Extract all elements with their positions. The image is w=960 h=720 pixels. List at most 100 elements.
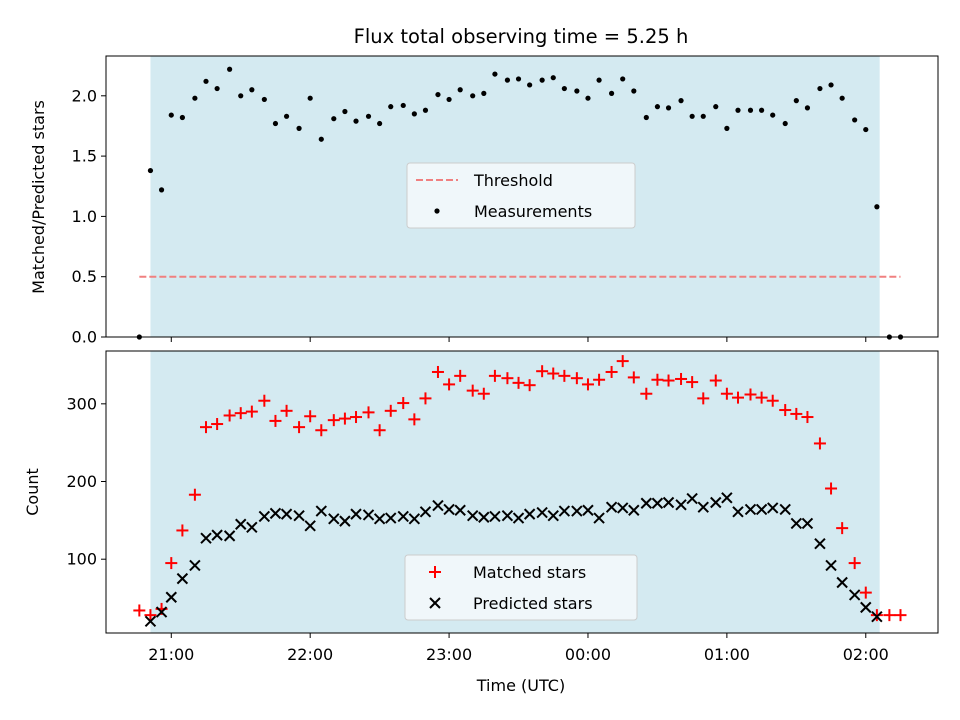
matched-star-point (419, 392, 432, 405)
measurement-point (411, 111, 417, 117)
measurement-point (261, 96, 267, 103)
legend-measurements-swatch (434, 208, 440, 214)
matched-star-point (315, 424, 328, 437)
predicted-star-point (501, 509, 514, 522)
predicted-star-point (304, 520, 316, 532)
predicted-star-point (246, 521, 258, 534)
y-tick-label: 200 (66, 472, 97, 491)
predicted-star-point (280, 508, 293, 520)
predicted-star-point (328, 513, 340, 525)
predicted-star-point (779, 503, 791, 516)
measurement-point (158, 187, 165, 193)
x-tick-label: 00:00 (565, 645, 611, 664)
ratio-plot-frame (105, 55, 939, 338)
predicted-star-point (419, 506, 432, 518)
measurement-point (249, 87, 255, 93)
predicted-stars-points (144, 492, 883, 628)
legend-matched-swatch (429, 566, 441, 578)
ratio-legend-box (406, 162, 636, 229)
predicted-star-point (651, 497, 664, 509)
predicted-star-point (616, 502, 629, 514)
predicted-star-point (489, 510, 501, 523)
measurement-point (839, 95, 845, 101)
legend-measurements-label: Measurements (474, 202, 592, 221)
measurement-point (852, 117, 858, 123)
matched-star-point (627, 371, 640, 384)
predicted-star-point (144, 615, 157, 628)
matched-star-point (605, 365, 618, 378)
matched-star-point (211, 418, 224, 431)
measurement-point (272, 120, 279, 127)
chart-title: Flux total observing time = 5.25 h (354, 25, 689, 48)
y-tick-label: 100 (66, 550, 97, 569)
measurement-point (817, 85, 823, 92)
matched-star-point (570, 372, 583, 385)
measurement-point (203, 78, 209, 84)
matched-star-point (744, 388, 757, 401)
measurement-point (342, 108, 348, 115)
predicted-star-point (836, 576, 848, 589)
predicted-star-point (176, 572, 189, 585)
matched-star-point (825, 482, 838, 495)
matched-star-point (813, 437, 826, 450)
matched-star-point (836, 522, 849, 535)
ratio-panel: 0.00.51.01.52.0 Matched/Predicted stars … (29, 55, 939, 347)
predicted-star-point (582, 504, 594, 516)
matched-star-point (477, 387, 490, 400)
matched-star-point (883, 609, 896, 622)
measurement-point (296, 125, 302, 131)
predicted-star-point (397, 510, 409, 523)
predicted-star-point (293, 509, 305, 522)
matched-star-point (870, 609, 883, 622)
measurement-point (793, 98, 799, 104)
matched-star-point (536, 365, 549, 378)
matched-star-point (384, 404, 397, 417)
measurement-point (804, 105, 811, 111)
measurement-point (446, 96, 452, 103)
predicted-star-point (466, 509, 479, 522)
predicted-star-point (848, 589, 861, 601)
x-tick-label: 23:00 (426, 645, 472, 664)
matched-star-point (501, 372, 514, 385)
measurement-point (527, 82, 533, 88)
matched-star-point (408, 413, 421, 426)
measurement-point (388, 104, 394, 110)
predicted-star-point (189, 559, 201, 572)
predicted-star-point (454, 504, 466, 516)
matched-star-point (547, 367, 560, 380)
measurement-point (238, 93, 244, 99)
matched-star-point (697, 392, 710, 405)
matched-star-point (338, 412, 351, 425)
measurement-points (136, 66, 904, 340)
predicted-star-point (478, 511, 490, 523)
measurement-point (724, 125, 730, 131)
matched-star-point (581, 378, 594, 391)
matched-star-point (640, 387, 653, 400)
matched-stars-points (133, 355, 907, 622)
matched-star-point (200, 421, 213, 434)
predicted-star-point (697, 501, 709, 513)
measurement-point (700, 113, 706, 119)
measurement-point (492, 71, 498, 77)
matched-star-point (234, 407, 247, 420)
measurement-point (689, 113, 695, 119)
predicted-star-point (432, 499, 444, 512)
measurement-point (631, 88, 637, 94)
measurement-point (227, 66, 233, 72)
predicted-star-point (269, 507, 282, 520)
predicted-star-point (558, 505, 571, 517)
matched-star-point (176, 524, 189, 537)
y-tick-label: 0.5 (72, 267, 97, 286)
measurement-point (608, 90, 615, 96)
ratio-x-ticks (170, 337, 867, 342)
predicted-star-point (547, 509, 559, 522)
predicted-star-point (825, 559, 837, 572)
measurement-point (713, 104, 719, 110)
predicted-star-point (523, 508, 536, 520)
measurement-point (747, 107, 754, 113)
matched-star-point (766, 394, 779, 407)
matched-star-point (144, 609, 157, 622)
matched-star-point (258, 394, 271, 407)
predicted-star-point (512, 512, 525, 524)
